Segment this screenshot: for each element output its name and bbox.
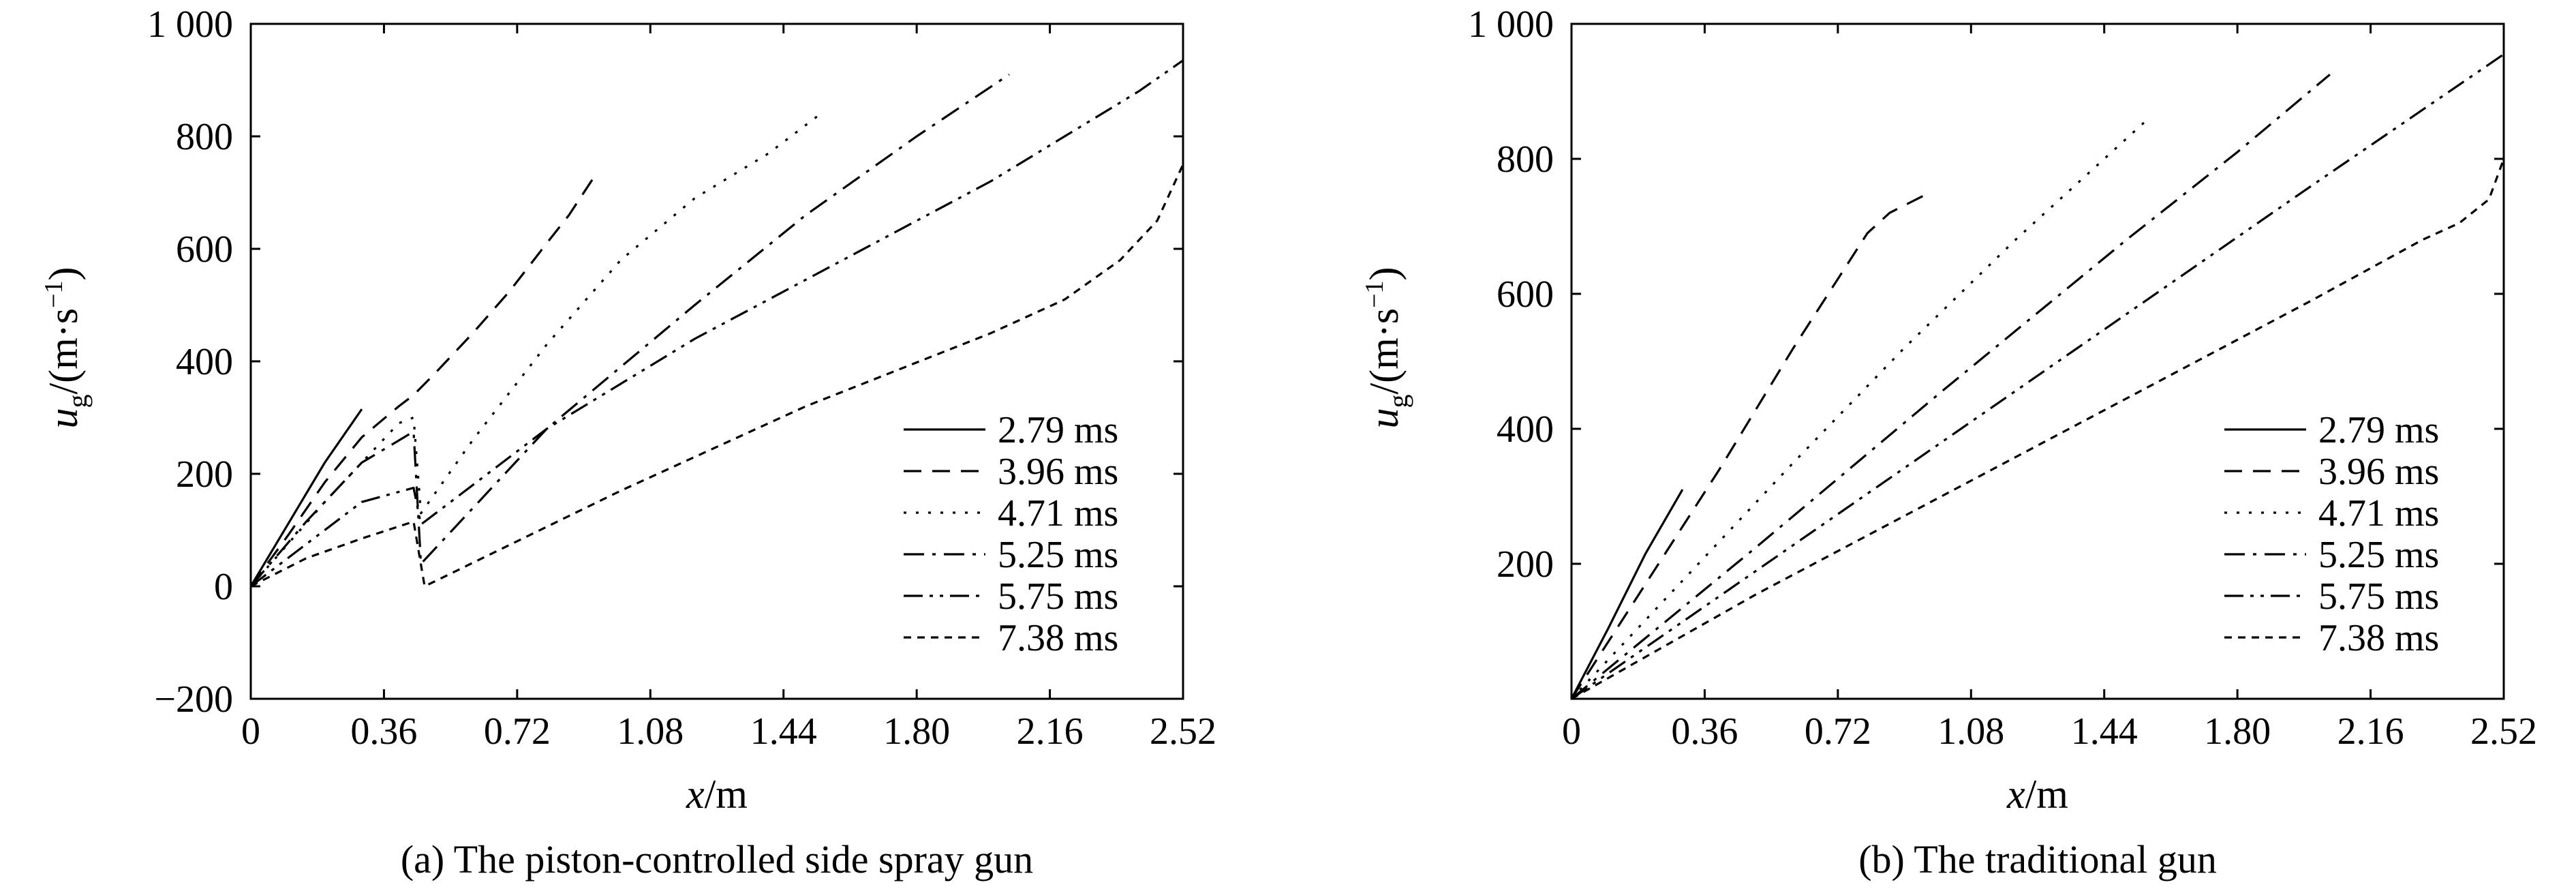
chart-b-x-axis-label: x/m [2006, 772, 2068, 817]
chart-a-series-line-1 [249, 408, 363, 587]
chart-a-x-tick-label: 0.36 [350, 710, 417, 753]
chart-b-x-tick-label: 1.80 [2204, 710, 2271, 753]
chart-a-x-tick-label: 1.80 [883, 710, 950, 753]
chart-a-y-tick-label: 800 [176, 116, 233, 158]
chart-a-caption: (a) The piston-controlled side spray gun [401, 837, 1033, 882]
chart-b-legend-label: 5.25 ms [2318, 534, 2439, 576]
chart-a-y-tick-label: 600 [176, 228, 233, 271]
chart-a-legend: 2.79 ms3.96 ms4.71 ms5.25 ms5.75 ms7.38 … [904, 409, 1118, 659]
chart-a-legend-label: 4.71 ms [998, 492, 1118, 534]
chart-a-y-tick-label: 0 [214, 566, 233, 608]
chart-a-series-line-4 [249, 73, 1010, 588]
chart-a: 0 0.36 0.72 1.08 1.44 1.80 2.16 2.52−2000200400… [40, 3, 1216, 882]
chart-a-x-tick-label: 2.16 [1017, 710, 1084, 753]
chart-a-x-tick-label: 1.08 [617, 710, 684, 753]
chart-b-legend-label: 2.79 ms [2318, 409, 2439, 451]
chart-b-plot-frame [1570, 22, 2505, 700]
chart-b-series-line-3 [1570, 117, 2149, 700]
chart-b-series-line-2 [1570, 195, 1924, 699]
chart-a-x-tick-label: 1.44 [750, 710, 817, 753]
chart-b-x-tick-label: 2.16 [2337, 710, 2404, 753]
chart-a-legend-label: 5.75 ms [998, 575, 1118, 618]
chart-b-y-tick-label: 1 000 [1468, 3, 1554, 46]
chart-a-y-tick-label: −200 [154, 678, 233, 721]
chart-a-y-tick-label: 200 [176, 453, 233, 496]
chart-b-y-tick-label: 200 [1497, 543, 1554, 586]
chart-b-y-axis-label: ug/(m·s−1) [1360, 267, 1413, 428]
chart-a-y-axis-label: ug/(m·s−1) [40, 267, 93, 428]
chart-b-x-tick-label: 0 [1562, 710, 1581, 753]
chart-b-legend: 2.79 ms3.96 ms4.71 ms5.25 ms5.75 ms7.38 … [2224, 409, 2439, 659]
chart-a-series-line-6 [250, 164, 1184, 588]
chart-b-y-tick-label: 400 [1497, 408, 1554, 451]
chart-b-series-line-4 [1570, 74, 2331, 700]
chart-a-legend-label: 3.96 ms [998, 451, 1118, 493]
chart-b-y-tick-label: 600 [1497, 273, 1554, 316]
chart-a-x-axis-label: x/m [686, 772, 748, 817]
chart-b-legend-label: 7.38 ms [2318, 617, 2439, 659]
chart-b-series-line-5 [1571, 53, 2504, 700]
chart-a-legend-label: 7.38 ms [998, 617, 1118, 659]
chart-a-legend-label: 5.25 ms [998, 534, 1118, 576]
chart-b-x-tick-label: 2.52 [2470, 710, 2537, 753]
chart-b-x-tick-label: 1.08 [1937, 710, 2004, 753]
chart-b-x-tick-label: 0.72 [1805, 710, 1871, 753]
chart-a-series-line-2 [249, 175, 596, 587]
chart-b-y-tick-label: 800 [1497, 138, 1554, 181]
chart-a-y-tick-label: 1 000 [147, 3, 233, 46]
chart-b-legend-label: 3.96 ms [2318, 451, 2439, 493]
chart-b-series-line-1 [1570, 489, 1684, 699]
chart-a-legend-label: 2.79 ms [998, 409, 1118, 451]
chart-a-series-line-3 [249, 112, 821, 588]
chart-b-x-tick-label: 0.36 [1671, 710, 1738, 753]
chart-a-y-tick-label: 400 [176, 341, 233, 383]
chart-a-x-tick-label: 0.72 [484, 710, 551, 753]
chart-b-legend-label: 4.71 ms [2318, 492, 2439, 534]
chart-b-caption: (b) The traditional gun [1858, 837, 2217, 882]
chart-b-legend-label: 5.75 ms [2318, 575, 2439, 618]
chart-b-x-tick-label: 1.44 [2071, 710, 2138, 753]
chart-a-x-tick-label: 0 [241, 710, 260, 753]
chart-a-x-tick-label: 2.52 [1150, 710, 1216, 753]
chart-b: 0 0.36 0.72 1.08 1.44 1.80 2.16 2.52 200 400 600 80… [1360, 3, 2537, 882]
chart-a-series-line-5 [250, 59, 1184, 588]
